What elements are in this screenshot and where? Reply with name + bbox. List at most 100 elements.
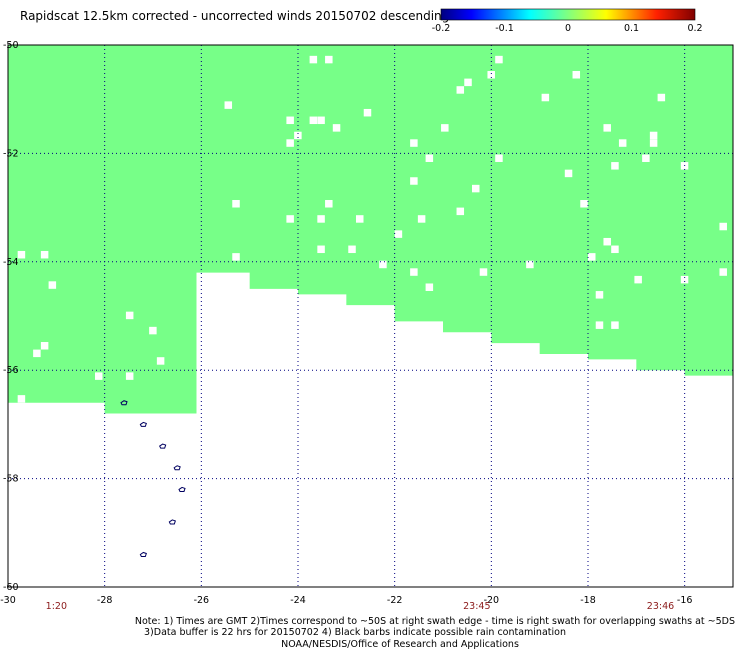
missing-cell (649, 131, 658, 140)
x-tick-label: -24 (290, 595, 306, 606)
island-outline (139, 551, 147, 557)
islands (120, 400, 186, 557)
missing-cell (649, 139, 658, 147)
missing-cell (286, 139, 294, 147)
missing-cell (487, 71, 495, 79)
missing-cell (17, 250, 26, 259)
missing-cell (410, 268, 418, 276)
wind-field (8, 45, 733, 414)
missing-cell (611, 162, 619, 170)
x-tick-label: -18 (580, 595, 596, 606)
missing-cell (149, 326, 157, 335)
missing-cell (48, 281, 57, 289)
missing-cell (611, 245, 619, 254)
x-tick-label: -26 (194, 595, 210, 606)
missing-cell (356, 215, 364, 223)
missing-cell (410, 139, 418, 147)
missing-cell (417, 215, 426, 223)
missing-cell (232, 253, 240, 261)
island-outline (178, 486, 186, 492)
missing-cell (564, 169, 573, 178)
island-outline (120, 400, 128, 406)
missing-cell (379, 260, 387, 269)
y-tick-label: -56 (3, 365, 19, 376)
x-tick-label: -16 (677, 595, 693, 606)
missing-cell (441, 124, 449, 132)
missing-cell (572, 71, 581, 79)
colorbar-tick-label: 0.1 (624, 23, 639, 34)
x-tick-label: -30 (0, 595, 16, 606)
y-tick-label: -50 (3, 40, 19, 51)
colorbar-tick-label: -0.1 (495, 23, 514, 34)
missing-cell (232, 200, 240, 208)
missing-cell (224, 101, 233, 109)
missing-cell (495, 154, 503, 162)
colorbar-tick-label: -0.2 (432, 23, 451, 34)
x-tick-label: -22 (387, 595, 403, 606)
island-outline (159, 443, 167, 449)
missing-cell (348, 245, 356, 254)
missing-cell (634, 275, 642, 284)
missing-cell (17, 395, 26, 403)
time-label: 23:45 (463, 601, 490, 612)
colorbar-tick-label: 0 (565, 23, 571, 34)
missing-cell (472, 184, 480, 193)
missing-cell (495, 55, 503, 64)
missing-cell (595, 321, 604, 329)
y-axis: -50 -52 -54 -56 -58 -60 (3, 40, 19, 593)
island-outline (168, 519, 176, 525)
missing-cell (156, 357, 165, 365)
missing-cell (611, 321, 619, 329)
swath-field (8, 45, 733, 414)
x-tick-label: -20 (484, 595, 500, 606)
missing-cell (33, 349, 41, 358)
missing-cell (479, 268, 488, 276)
missing-cell (286, 116, 294, 125)
time-labels: 1:20 23:45 23:46 (46, 601, 675, 612)
chart-title: Rapidscat 12.5km corrected - uncorrected… (20, 9, 449, 23)
note-line-1: Note: 1) Times are GMT 2)Times correspon… (135, 616, 735, 627)
missing-cell (317, 116, 325, 125)
missing-cell (642, 154, 650, 162)
missing-cell (588, 253, 596, 261)
missing-cell (680, 275, 689, 284)
note-line-3: NOAA/NESDIS/Office of Research and Appli… (281, 639, 519, 650)
colorbar: -0.2 -0.1 0 0.1 0.2 (432, 8, 703, 34)
missing-cell (394, 230, 403, 238)
missing-cell (603, 124, 611, 132)
island-outline (139, 421, 147, 427)
plot-frame (7, 44, 734, 588)
colorbar-gradient (440, 8, 696, 21)
missing-cell (317, 245, 325, 254)
missing-cell (595, 291, 604, 299)
y-tick-label: -52 (3, 148, 19, 159)
missing-cell (309, 55, 318, 64)
colorbar-tick-label: 0.2 (687, 23, 702, 34)
missing-cell (425, 283, 434, 291)
x-axis: -30 -28 -26 -24 -22 -20 -18 -16 (0, 595, 692, 606)
missing-cell (719, 222, 727, 231)
time-label: 1:20 (46, 601, 67, 612)
missing-cell (125, 372, 134, 380)
y-tick-label: -58 (3, 474, 19, 485)
missing-cell (40, 342, 49, 350)
time-label: 23:46 (647, 601, 674, 612)
missing-cell (40, 250, 49, 259)
missing-cell (325, 55, 333, 64)
missing-cell (618, 139, 627, 147)
missing-cell (456, 86, 465, 94)
missing-cell (317, 215, 325, 223)
y-tick-label: -60 (3, 582, 19, 593)
note-line-2: 3)Data buffer is 22 hrs for 20150702 4) … (144, 627, 566, 638)
missing-cell (425, 154, 434, 162)
missing-cell (95, 372, 103, 380)
missing-cell (526, 260, 534, 269)
missing-cell (410, 177, 418, 185)
missing-cell (325, 200, 333, 208)
missing-cell (309, 116, 318, 125)
missing-cell (657, 93, 666, 102)
missing-cell (125, 311, 134, 320)
missing-cell (332, 124, 341, 132)
missing-cell (294, 131, 302, 140)
